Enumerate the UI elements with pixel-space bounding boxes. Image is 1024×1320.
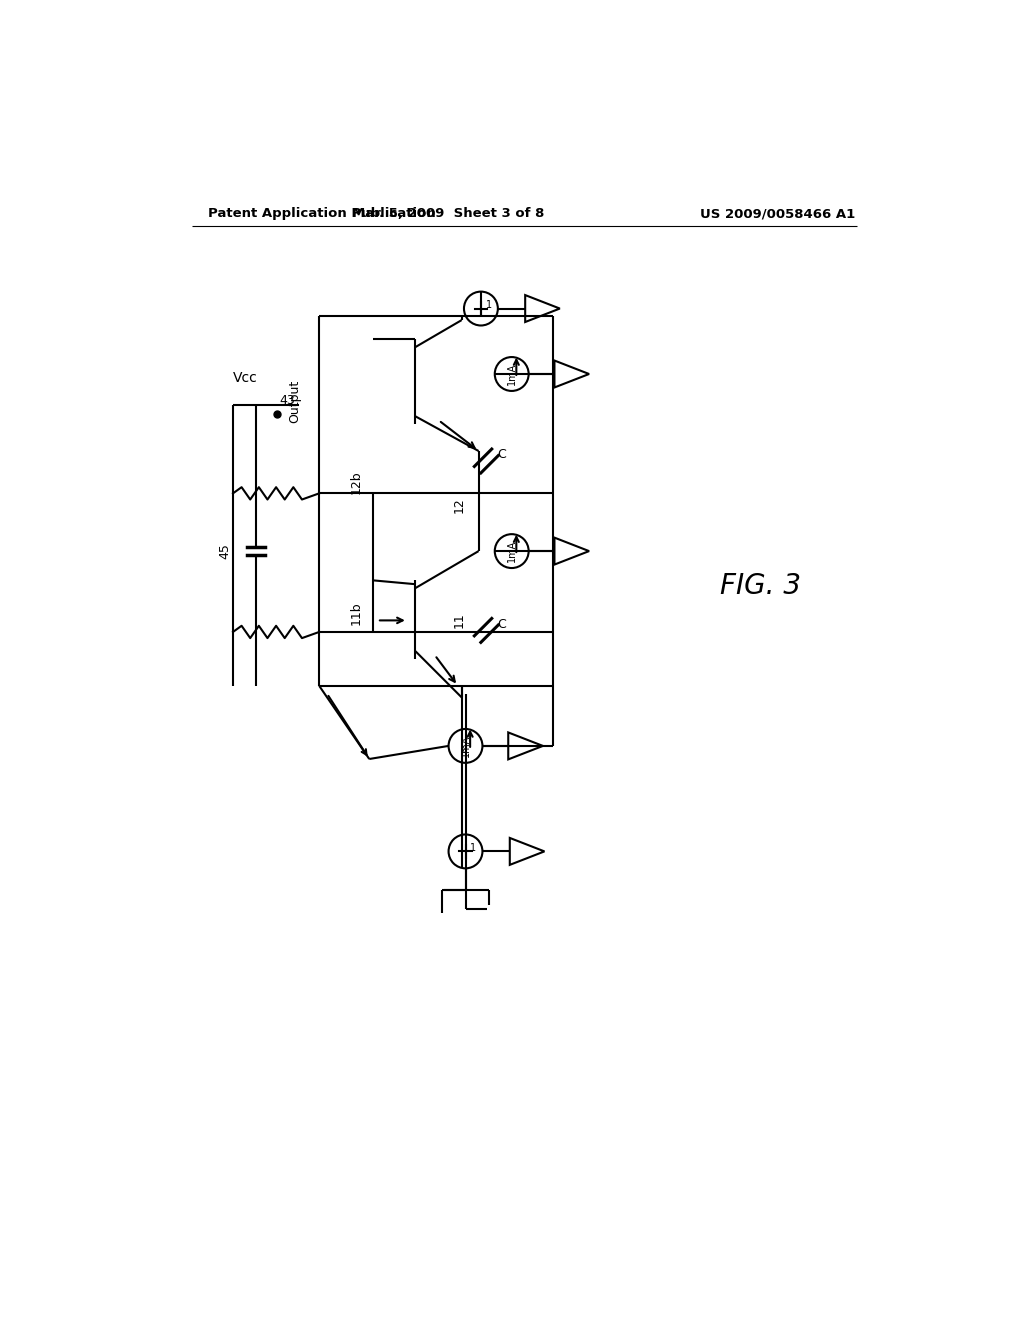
Text: 45: 45 (218, 543, 231, 560)
Text: FIG. 3: FIG. 3 (720, 572, 801, 599)
Text: 11b: 11b (350, 601, 364, 624)
Text: Mar. 5, 2009  Sheet 3 of 8: Mar. 5, 2009 Sheet 3 of 8 (351, 207, 544, 220)
Text: 1mA: 1mA (507, 363, 517, 385)
Text: 43: 43 (280, 395, 295, 408)
Text: C: C (497, 449, 506, 462)
Text: 1mA: 1mA (461, 735, 470, 758)
Text: 11: 11 (453, 612, 466, 628)
Text: Vcc: Vcc (233, 371, 258, 385)
Text: 1mA: 1mA (507, 540, 517, 562)
Text: C: C (497, 618, 506, 631)
Text: 12: 12 (453, 498, 466, 512)
Text: Output: Output (288, 379, 301, 422)
Text: Patent Application Publication: Patent Application Publication (208, 207, 435, 220)
Text: 12b: 12b (350, 470, 364, 494)
Text: 1: 1 (485, 300, 492, 310)
Text: US 2009/0058466 A1: US 2009/0058466 A1 (700, 207, 856, 220)
Text: 1: 1 (470, 842, 476, 853)
